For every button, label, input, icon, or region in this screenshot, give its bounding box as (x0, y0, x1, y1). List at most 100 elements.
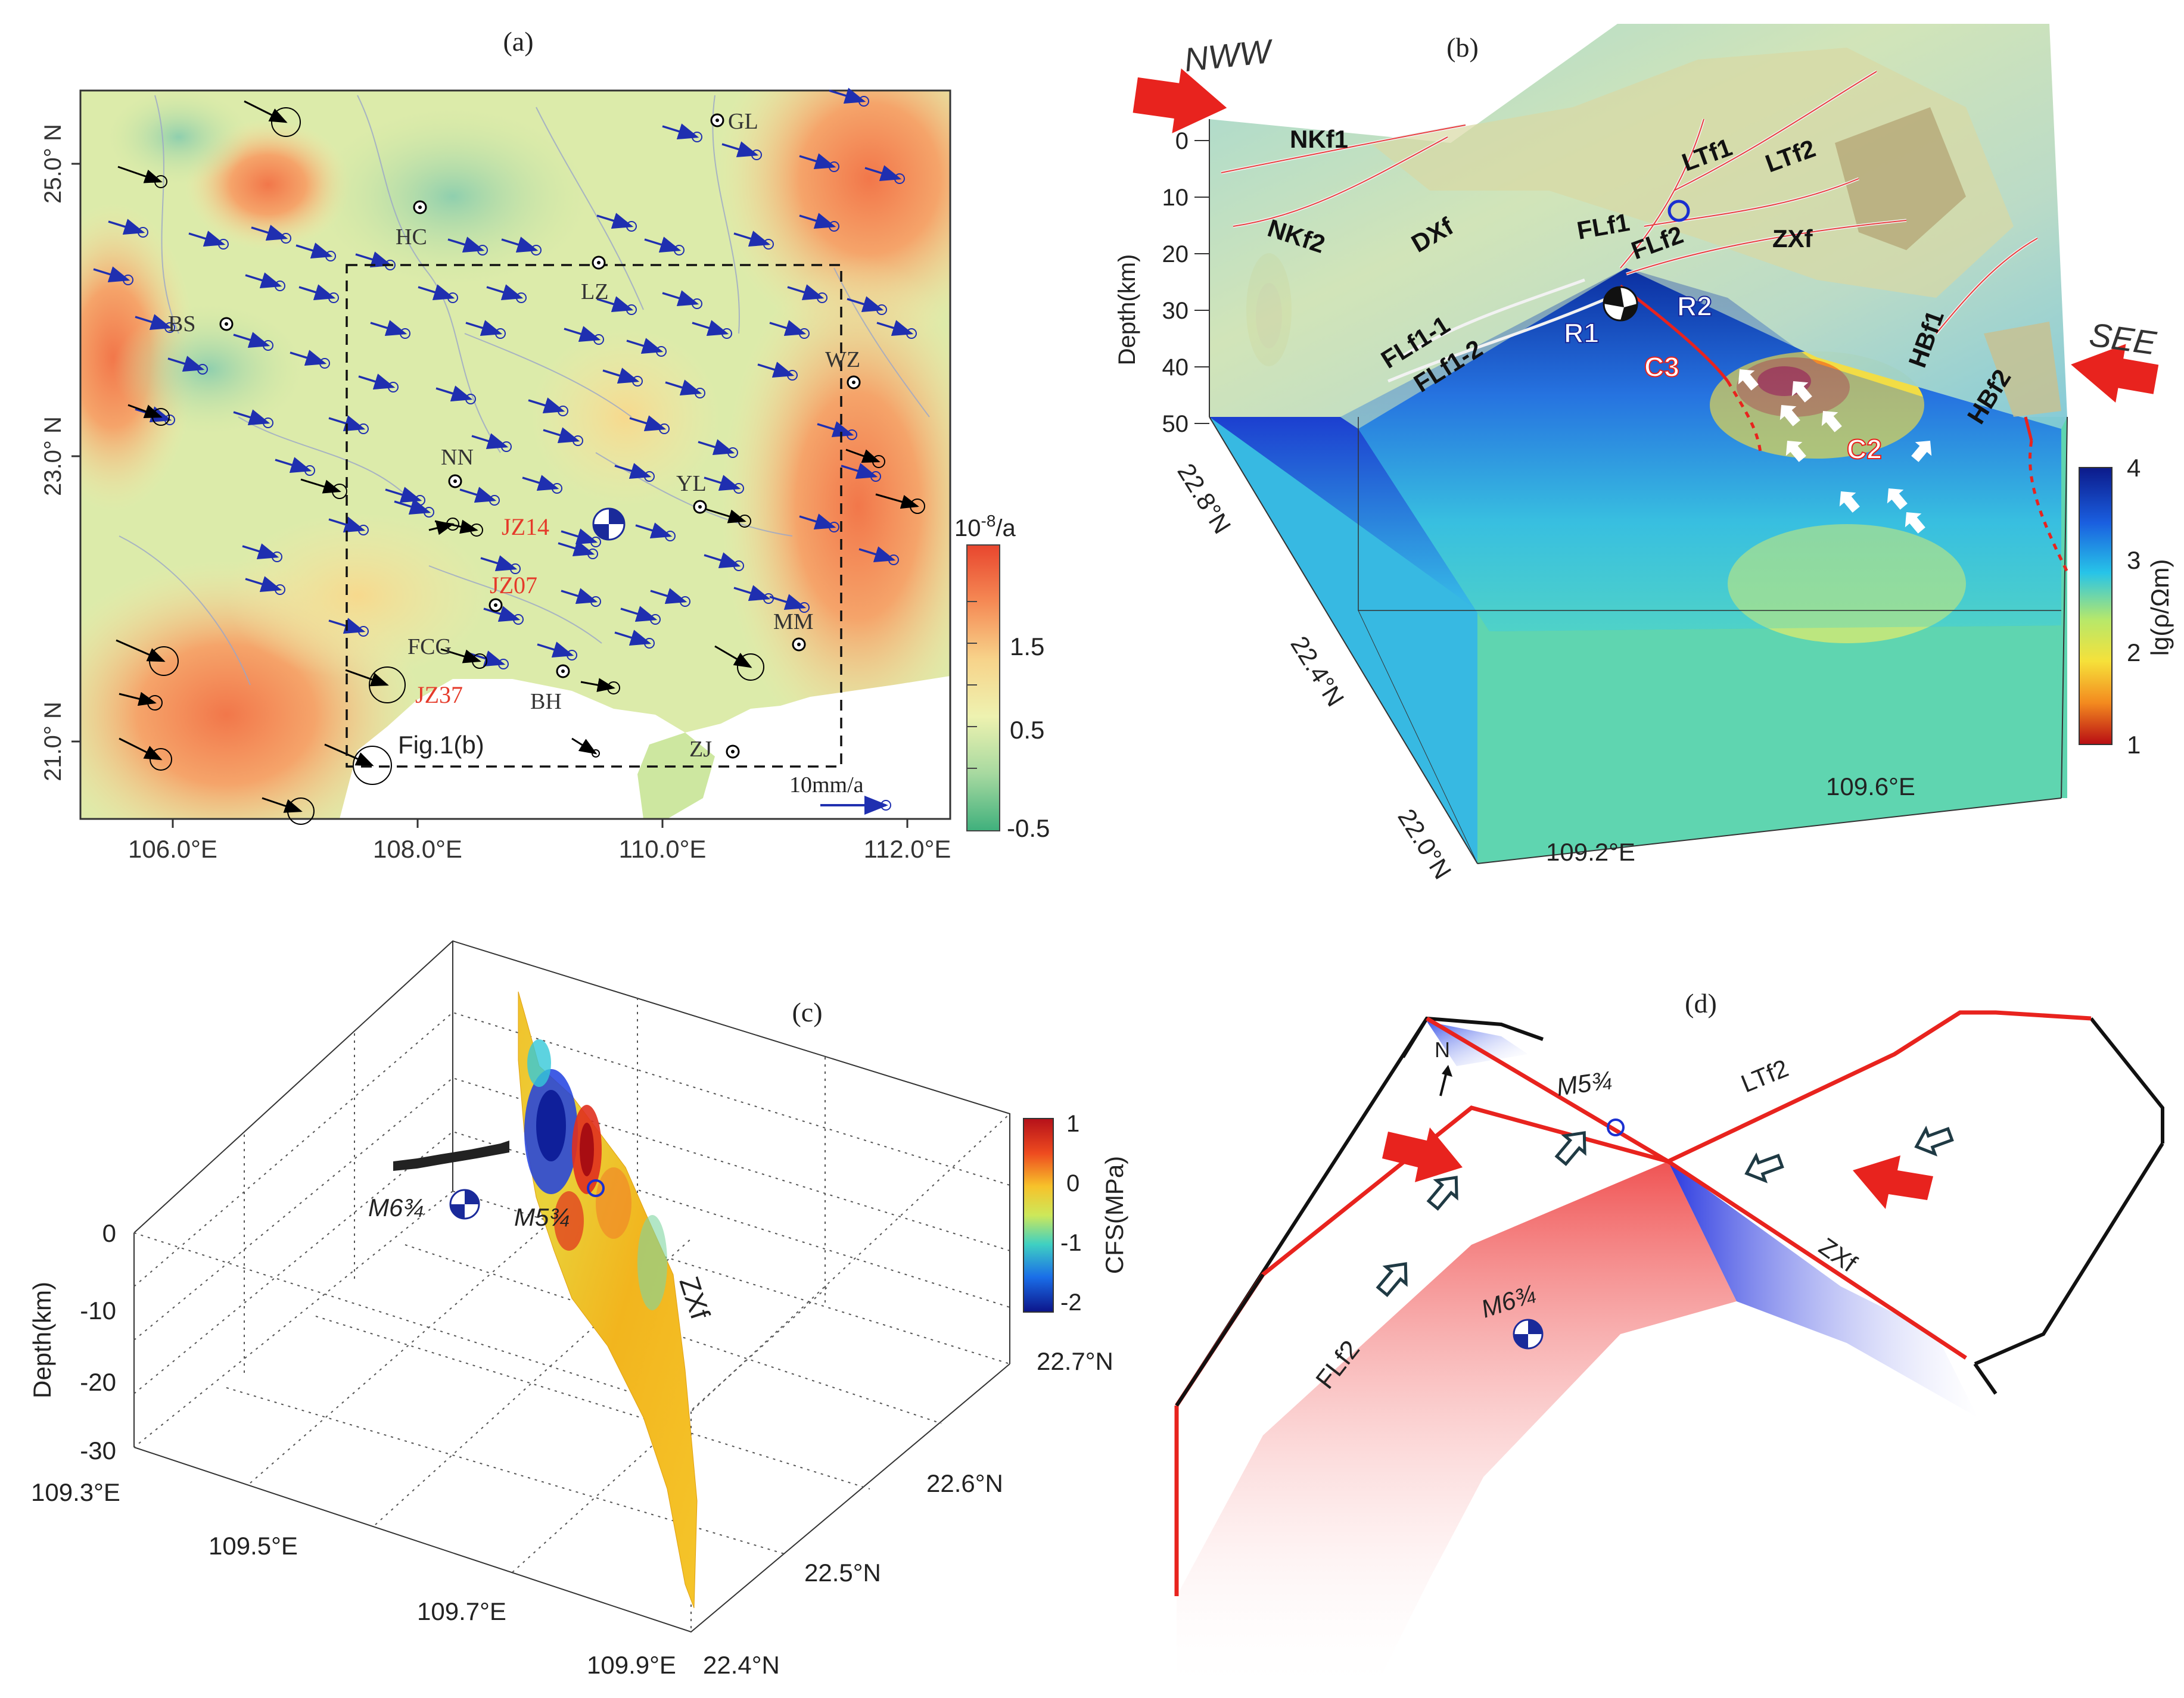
colorbar-tick: 3 (2127, 546, 2141, 574)
error-ellipse (906, 328, 917, 339)
depth-tick: 50 (1162, 411, 1189, 437)
velocity-vector (93, 266, 130, 283)
error-ellipse (626, 304, 637, 315)
error-ellipse (465, 394, 476, 404)
inset-label: Fig.1(b) (398, 731, 484, 759)
station-JZ07: JZ07 (489, 572, 537, 612)
velocity-vector (733, 585, 771, 602)
velocity-vector (528, 397, 565, 414)
rupture-trace (393, 1141, 509, 1171)
highlight-stations: JZ14 JZ07 JZ37 (415, 513, 549, 708)
velocity-vector (561, 528, 598, 545)
velocity-vector (799, 213, 836, 229)
colorbar-tick: 0 (1066, 1170, 1079, 1197)
compass-label: NWW (1183, 32, 1276, 78)
velocity-vector (394, 499, 431, 515)
fault-label: ZXf (673, 1273, 716, 1323)
velocity-vector-black (244, 100, 288, 123)
error-ellipse (123, 275, 133, 285)
error-ellipse (218, 239, 229, 250)
velocity-vector (385, 487, 422, 503)
station-label: NN (441, 445, 474, 470)
error-ellipse (632, 376, 643, 387)
body-label: R2 (1677, 291, 1712, 322)
error-ellipse (738, 515, 751, 528)
velocity-vector (465, 320, 503, 337)
error-ellipse (275, 281, 285, 291)
depth-tick: -20 (80, 1368, 116, 1396)
station-HC: HC (396, 200, 427, 250)
error-ellipse (733, 560, 744, 571)
error-ellipse (304, 465, 315, 476)
velocity-vector (829, 88, 866, 104)
error-ellipse (590, 596, 601, 607)
velocity-vector (242, 543, 279, 560)
error-ellipse (263, 418, 273, 428)
error-ellipse (692, 132, 702, 142)
lat-label: 21.0° N (40, 702, 66, 781)
velocity-vector (799, 513, 836, 530)
depth-tick: 20 (1162, 241, 1189, 267)
error-ellipse (154, 175, 167, 188)
body-label: R1 (1564, 317, 1599, 348)
velocity-vector-black (119, 691, 157, 706)
error-ellipse (531, 245, 542, 256)
velocity-vector (629, 415, 667, 432)
open-arrow-icon (1426, 1176, 1458, 1211)
station-FCG: FCG (407, 634, 452, 659)
error-ellipse (763, 239, 774, 250)
lon-label: 112.0°E (864, 835, 951, 863)
velocity-vector (447, 236, 485, 253)
epicenter-marker (1607, 1119, 1625, 1136)
compression-arrow-icon (1382, 1127, 1463, 1182)
interpreted-faults (1619, 285, 2069, 573)
colorbar-tick: 1 (1066, 1111, 1079, 1137)
colorbar-tick: -2 (1060, 1289, 1082, 1316)
error-ellipse (400, 328, 410, 339)
error-ellipse (353, 746, 392, 785)
body-label: C2 (1847, 434, 1882, 465)
velocity-vector (864, 165, 902, 182)
focal-mechanism-icon (1603, 286, 1638, 322)
error-ellipse (829, 522, 839, 532)
error-ellipse (138, 227, 148, 238)
station-WZ: WZ (825, 347, 861, 390)
velocity-scale: 10mm/a (789, 772, 891, 815)
velocity-vector (480, 555, 518, 572)
error-ellipse (147, 695, 163, 711)
velocity-vector (635, 522, 673, 539)
colorbar-title: CFS(MPa) (1100, 1156, 1128, 1274)
open-arrow-icon (1376, 1262, 1408, 1297)
colorbar-a: 10-8/a 1.5 0.5 -0.5 (954, 512, 1050, 842)
error-ellipse (870, 471, 881, 482)
lat-tick: 22.0°N (1392, 804, 1457, 884)
colorbar-tick: -0.5 (1007, 814, 1050, 842)
station-NN: NN (441, 445, 474, 488)
open-arrow-icon (1914, 1125, 1954, 1157)
error-ellipse (674, 245, 685, 256)
error-ellipse (447, 292, 458, 303)
velocity-vector-black (117, 166, 163, 183)
error-ellipse (650, 614, 661, 625)
error-ellipse (593, 334, 604, 345)
compass-arrows: NWW SEE (1133, 32, 2159, 403)
error-ellipse (152, 408, 170, 426)
velocity-vector (435, 385, 473, 402)
station-MM: MM (773, 609, 814, 652)
error-ellipse (787, 370, 798, 381)
error-ellipse (858, 96, 869, 107)
velocity-vector (167, 356, 205, 372)
fault-plane-red (1177, 1161, 1737, 1698)
velocity-vector (561, 588, 598, 605)
lat-labels-a: 25.0° N 23.0° N 21.0° N (40, 124, 66, 781)
fault-label: NKf1 (1290, 125, 1348, 153)
velocity-vector (858, 546, 896, 563)
error-ellipse (727, 447, 738, 458)
lon-tick: 109.7°E (417, 1597, 506, 1625)
velocity-vector (471, 433, 509, 450)
error-ellipse (799, 328, 810, 339)
error-ellipse (325, 251, 336, 261)
velocity-vector (486, 284, 524, 301)
error-ellipse (692, 298, 702, 309)
velocity-vector (418, 284, 455, 301)
